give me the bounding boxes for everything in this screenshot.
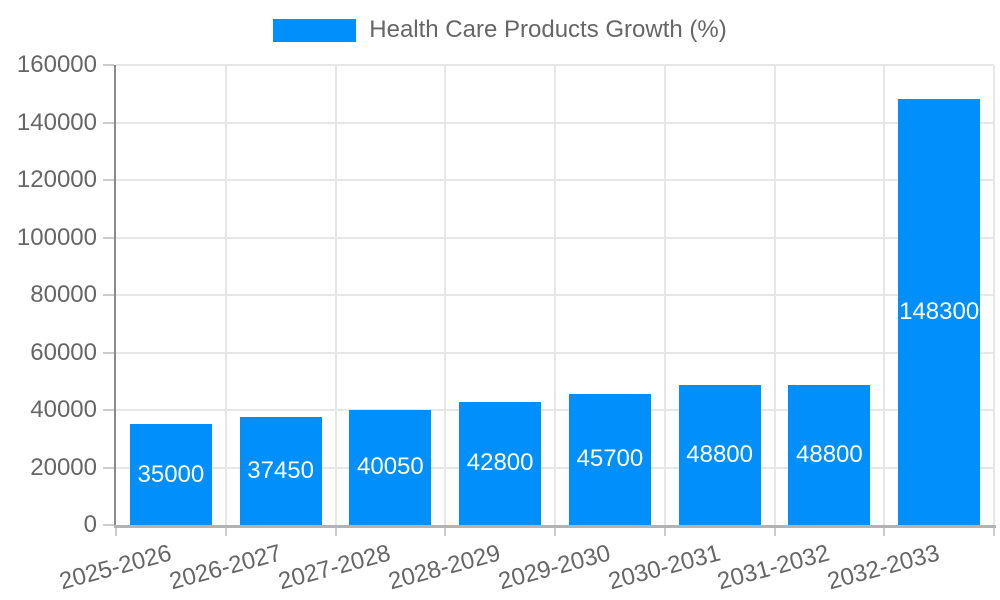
bar[interactable]: 48800 xyxy=(678,384,761,525)
bar[interactable]: 48800 xyxy=(788,384,871,525)
y-axis-tick xyxy=(103,179,114,181)
bar[interactable]: 42800 xyxy=(459,401,542,525)
y-axis-tick xyxy=(103,409,114,411)
y-axis-label: 120000 xyxy=(16,166,97,193)
x-axis-tick xyxy=(663,528,666,536)
bar[interactable]: 35000 xyxy=(129,424,212,525)
x-axis-tick xyxy=(224,528,227,536)
bar-value-label: 35000 xyxy=(137,460,205,488)
x-axis-tick xyxy=(883,528,886,536)
x-axis-tick xyxy=(334,528,337,536)
legend-label: Health Care Products Growth (%) xyxy=(369,16,727,43)
bar[interactable]: 45700 xyxy=(568,393,651,525)
bar-value-label: 42800 xyxy=(466,449,534,477)
x-axis-line xyxy=(114,525,996,528)
bar-value-label: 45700 xyxy=(576,445,644,473)
legend-swatch xyxy=(273,18,357,42)
bar[interactable]: 148300 xyxy=(898,98,981,525)
y-axis-label: 160000 xyxy=(16,51,97,78)
y-axis-line xyxy=(114,65,116,525)
bar[interactable]: 40050 xyxy=(349,409,432,525)
gridline-vertical xyxy=(444,65,447,525)
y-axis-label: 20000 xyxy=(30,453,97,481)
y-axis-tick xyxy=(103,294,114,296)
legend[interactable]: Health Care Products Growth (%) xyxy=(0,16,1000,44)
bar-value-label: 48800 xyxy=(796,440,863,468)
y-axis-label: 100000 xyxy=(16,223,97,251)
bar-value-label: 48800 xyxy=(686,440,753,468)
y-axis-label: 0 xyxy=(83,511,97,538)
y-axis-tick xyxy=(103,121,114,124)
gridline-vertical xyxy=(554,65,556,525)
x-axis-tick xyxy=(773,528,776,536)
gridline-vertical xyxy=(993,65,995,525)
gridline-vertical xyxy=(224,65,227,525)
x-axis-tick xyxy=(993,528,995,536)
y-axis-tick xyxy=(103,236,114,239)
gridline-vertical xyxy=(773,65,776,525)
y-axis-tick xyxy=(103,351,114,354)
y-axis-tick xyxy=(103,64,114,66)
y-axis-label: 60000 xyxy=(30,338,97,366)
bar-value-label: 37450 xyxy=(247,457,314,485)
bar-value-label: 148300 xyxy=(899,297,980,325)
y-axis-label: 40000 xyxy=(30,396,97,423)
x-axis-tick xyxy=(115,528,117,536)
gridline-vertical xyxy=(883,65,886,525)
y-axis-tick xyxy=(103,524,114,526)
y-axis-label: 140000 xyxy=(16,108,97,136)
x-axis-tick xyxy=(444,528,447,536)
gridline-vertical xyxy=(663,65,666,525)
gridline-vertical xyxy=(334,65,337,525)
bar[interactable]: 37450 xyxy=(239,417,322,525)
y-axis-tick xyxy=(103,466,114,469)
x-axis-tick xyxy=(554,528,556,536)
bar-value-label: 40050 xyxy=(357,453,424,481)
y-axis-label: 80000 xyxy=(30,281,97,308)
